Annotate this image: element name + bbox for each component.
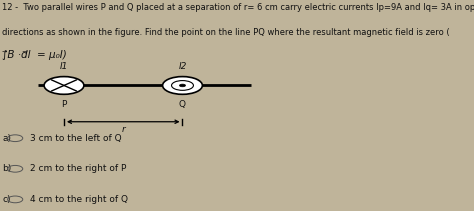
Text: 3 cm to the left of Q: 3 cm to the left of Q	[30, 134, 121, 143]
Circle shape	[44, 77, 84, 94]
Text: directions as shown in the figure. Find the point on the line PQ where the resul: directions as shown in the figure. Find …	[2, 28, 450, 38]
Text: 12 -  Two parallel wires P and Q placed at a separation of r= 6 cm carry electri: 12 - Two parallel wires P and Q placed a…	[2, 3, 474, 12]
Text: I2: I2	[178, 62, 187, 71]
Circle shape	[163, 77, 202, 94]
Text: 2 cm to the right of P: 2 cm to the right of P	[30, 164, 126, 173]
Circle shape	[180, 84, 185, 87]
Text: Q: Q	[179, 100, 186, 109]
Text: c): c)	[2, 195, 11, 204]
Text: a): a)	[2, 134, 11, 143]
Text: r: r	[121, 125, 125, 134]
Text: 4 cm to the right of Q: 4 cm to the right of Q	[30, 195, 128, 204]
Text: b): b)	[2, 164, 12, 173]
Text: ∫⃗B ·d⃗l  = μ₀I): ∫⃗B ·d⃗l = μ₀I)	[2, 50, 67, 60]
Text: P: P	[61, 100, 67, 109]
Text: I1: I1	[60, 62, 68, 71]
